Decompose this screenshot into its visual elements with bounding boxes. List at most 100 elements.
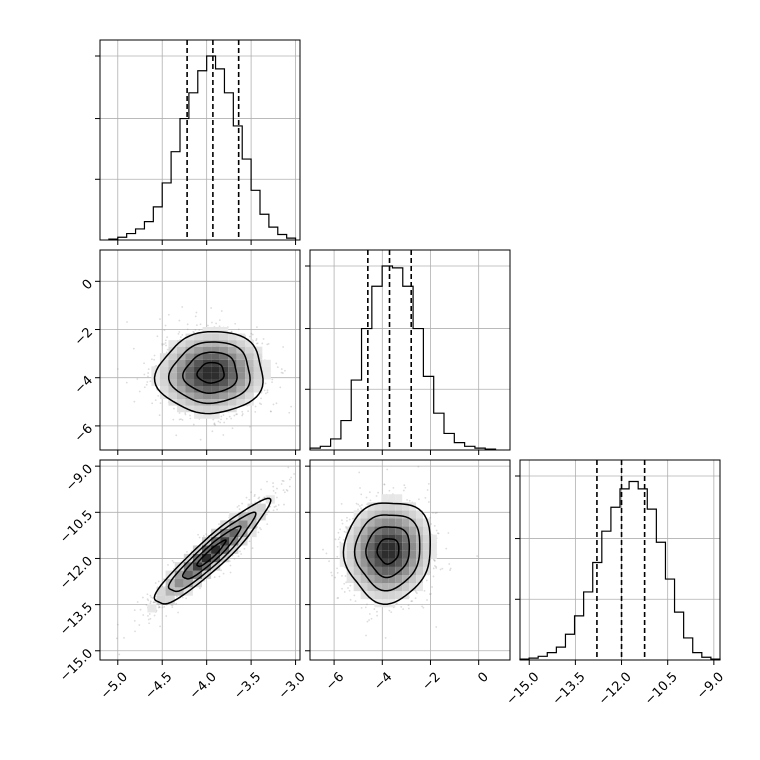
density-cell [388,502,396,511]
density-cell [168,386,177,393]
contour-line [167,341,251,405]
sample-point [357,503,360,506]
sample-point [417,465,420,468]
sample-point [395,602,398,605]
sample-point [345,531,347,534]
density-cell [381,583,389,592]
sample-point [288,478,291,481]
sample-point [390,611,393,614]
sample-point [346,520,348,522]
sample-point [218,523,220,525]
sample-point [218,325,221,328]
density-cell [395,591,403,600]
density-cell [381,542,389,551]
sample-point [141,596,144,599]
sample-point [189,417,192,420]
sample-point [280,483,283,485]
sample-point [365,634,367,637]
sample-point [284,369,286,372]
sample-point [262,338,265,340]
density-cell [402,542,410,551]
sample-point [288,485,291,488]
sample-point [388,609,391,612]
density-cell [245,366,254,373]
sample-point [258,402,261,405]
sample-point [343,530,346,533]
contour-line [167,511,257,593]
density-cell [416,510,424,519]
sample-point [368,613,371,615]
sample-point [354,600,357,603]
density-cell [245,353,254,360]
sample-point [211,430,214,433]
density-cell [388,526,396,535]
sample-point [218,575,221,578]
density-cell [211,366,220,373]
density-cell [409,510,417,519]
density-cell [185,340,195,347]
density-cell [374,518,382,527]
sample-point [177,332,180,335]
sample-point [423,589,426,592]
sample-point [178,412,181,414]
density-cell [211,386,220,393]
density-cell [360,566,368,575]
sample-point [202,535,205,537]
sample-point [152,597,154,600]
sample-point [237,555,240,558]
sample-point [153,354,156,357]
density-cell [174,578,184,588]
sample-point [220,310,223,312]
sample-point [247,410,250,413]
sample-point [340,519,343,522]
density-cell [381,599,389,608]
sample-point [155,364,158,367]
sample-point [260,528,262,531]
sample-point [254,405,257,408]
sample-point [184,413,187,416]
sample-point [266,343,269,346]
axes-frame [309,249,511,451]
sample-point [161,606,164,609]
sample-point [306,396,308,398]
density-cell [253,372,263,380]
sample-point [260,488,263,491]
scatter-panel-param-1-vs-param-2: −6−4−20 [72,249,308,455]
density-cell [211,333,220,341]
sample-point [276,366,279,368]
density-cell [236,359,246,367]
sample-point [260,397,262,400]
sample-point [142,614,145,616]
sample-point [186,323,189,326]
sample-point [199,587,201,590]
sample-point [149,617,152,620]
sample-point [167,313,170,316]
density-cell [185,372,195,380]
sample-point [433,524,436,527]
density-cell [346,550,354,559]
sample-point [145,603,148,606]
density-cell [176,346,186,354]
density-cell [388,566,396,575]
sample-point [345,525,347,528]
density-cell [353,510,361,519]
x-tick-label: −3.5 [231,670,264,703]
density-cell [416,583,424,592]
density-cell [381,526,389,535]
sample-point [189,414,191,417]
density-cell [168,372,177,380]
sample-point [429,516,432,519]
density-cell [416,518,424,527]
density-cell [159,366,169,373]
y-tick-label: 0 [80,277,96,293]
contour-line [181,525,242,580]
sample-point [359,505,361,507]
sample-point [205,533,208,536]
x-tick-label: −4.0 [187,670,220,703]
sample-point [159,402,162,404]
density-cell [374,591,382,600]
density-cell [228,346,237,354]
sample-point [143,373,146,376]
sample-point [254,410,257,413]
histogram-panel-param-1 [95,39,301,245]
